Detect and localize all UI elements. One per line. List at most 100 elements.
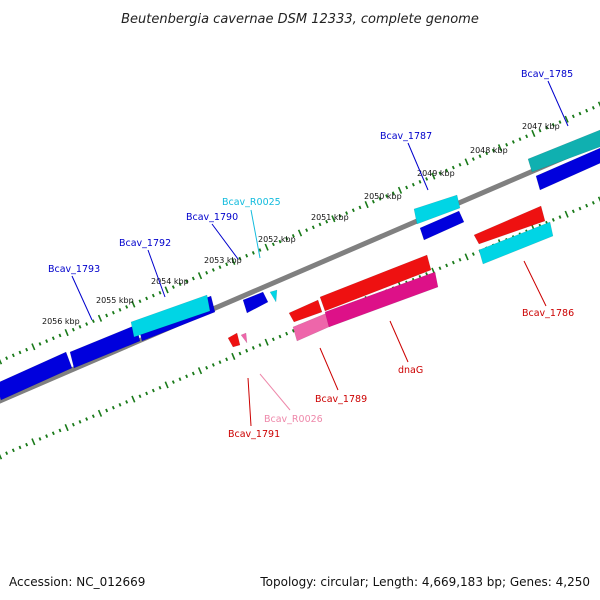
tick-mark <box>438 171 442 176</box>
leader-line <box>389 320 409 363</box>
tick-mark <box>491 148 495 153</box>
leader-line <box>407 142 429 191</box>
feature-cds-reverse[interactable] <box>288 299 323 323</box>
gene-label[interactable]: Bcav_1791 <box>228 429 280 440</box>
tick-mark <box>385 194 389 198</box>
tick-mark <box>71 327 75 332</box>
tick-mark <box>464 158 469 166</box>
tick-mark <box>391 191 395 195</box>
genome-summary-text: Topology: circular; Length: 4,669,183 bp… <box>259 575 590 589</box>
tick-mark <box>145 296 149 301</box>
tick-mark <box>205 366 209 370</box>
tick-mark <box>171 285 175 289</box>
tick-mark <box>418 179 422 184</box>
gene-labels: Bcav_1793 Bcav_1792 Bcav_1790 Bcav_R0025… <box>48 69 574 440</box>
tick-mark <box>458 162 462 167</box>
map-title: Beutenbergia cavernae DSM 12333, complet… <box>121 12 479 27</box>
feature-rna-forward[interactable] <box>130 294 211 338</box>
feature-rna-forward[interactable] <box>269 289 278 303</box>
feature-rna-forward[interactable] <box>413 194 461 225</box>
feature-cds-forward[interactable] <box>0 351 73 401</box>
tick-mark <box>458 257 462 262</box>
tick-mark <box>545 125 549 130</box>
tick-mark <box>78 325 82 329</box>
feature-cds-forward[interactable] <box>69 324 141 369</box>
tick-mark <box>364 200 369 209</box>
tick-mark <box>338 214 342 218</box>
tick-mark <box>497 144 503 152</box>
tick-mark <box>591 201 595 205</box>
tick-mark <box>538 128 542 133</box>
tick-mark <box>578 111 582 116</box>
tick-mark <box>164 286 169 294</box>
feature-cds-reverse[interactable] <box>473 205 546 245</box>
tick-mark <box>18 350 22 355</box>
gene-label[interactable]: dnaG <box>398 365 423 376</box>
tick-mark <box>297 229 303 237</box>
tick-mark <box>558 120 562 124</box>
tick-mark <box>445 168 449 173</box>
gene-label[interactable]: Bcav_1790 <box>186 212 238 223</box>
tick-mark <box>231 257 236 266</box>
feature-cds-forward[interactable] <box>419 210 465 241</box>
tick-mark <box>138 394 142 399</box>
tick-mark <box>64 423 69 432</box>
tick-mark <box>91 319 95 323</box>
tick-mark <box>111 405 115 410</box>
tick-mark <box>158 385 162 390</box>
tick-mark <box>405 185 409 190</box>
tick-mark <box>371 199 375 204</box>
tick-mark <box>151 293 155 298</box>
feature-cds-forward[interactable] <box>242 291 269 314</box>
tick-mark <box>5 451 9 455</box>
tick-mark <box>64 328 69 337</box>
feature-cds-reverse[interactable] <box>227 332 241 348</box>
tick-mark <box>105 313 109 318</box>
gene-label[interactable]: Bcav_R0026 <box>264 414 323 425</box>
gene-label[interactable]: Bcav_1785 <box>521 69 573 80</box>
tick-mark <box>585 203 589 208</box>
tick-mark <box>397 186 403 194</box>
tick-mark <box>264 243 269 251</box>
tick-mark <box>251 251 255 255</box>
tick-mark <box>438 266 442 271</box>
kbp-label: 2050 kbp <box>364 192 402 201</box>
tick-mark <box>31 438 36 446</box>
tick-mark <box>211 268 215 272</box>
gene-label[interactable]: Bcav_1793 <box>48 264 100 275</box>
gene-label[interactable]: Bcav_1786 <box>522 308 574 319</box>
kbp-label: 2053 kbp <box>204 256 242 265</box>
tick-mark <box>131 300 136 308</box>
tick-mark <box>111 310 115 315</box>
gene-label[interactable]: Bcav_1787 <box>380 131 432 142</box>
leader-line <box>547 80 569 127</box>
tick-mark <box>218 360 222 364</box>
gene-label[interactable]: Bcav_1792 <box>119 238 171 249</box>
tick-mark <box>551 123 555 127</box>
kbp-label: 2049 kbp <box>417 169 455 178</box>
tick-mark <box>285 236 289 241</box>
tick-mark <box>325 219 329 224</box>
tick-mark <box>571 209 575 214</box>
kbp-label: 2051 kbp <box>311 213 349 222</box>
tick-mark <box>445 263 449 268</box>
genome-backbone <box>0 139 600 404</box>
tick-mark <box>278 239 282 244</box>
tick-mark <box>225 262 229 267</box>
tick-mark <box>191 276 195 281</box>
gene-label[interactable]: Bcav_R0025 <box>222 197 281 208</box>
gene-features <box>0 128 600 401</box>
feature-cds-reverse[interactable] <box>319 254 432 312</box>
tick-mark <box>218 265 222 269</box>
feature-other-forward[interactable] <box>527 128 600 173</box>
feature-other-reverse[interactable] <box>324 271 439 328</box>
tick-mark <box>25 442 29 447</box>
tick-mark <box>591 106 595 110</box>
tick-mark <box>138 299 142 304</box>
tick-mark <box>564 210 569 218</box>
leader-line <box>247 377 252 427</box>
feature-cds-forward[interactable] <box>535 146 600 191</box>
gene-label[interactable]: Bcav_1789 <box>315 394 367 405</box>
feature-rna-forward[interactable] <box>478 221 554 265</box>
feature-rna-reverse[interactable] <box>240 332 248 344</box>
